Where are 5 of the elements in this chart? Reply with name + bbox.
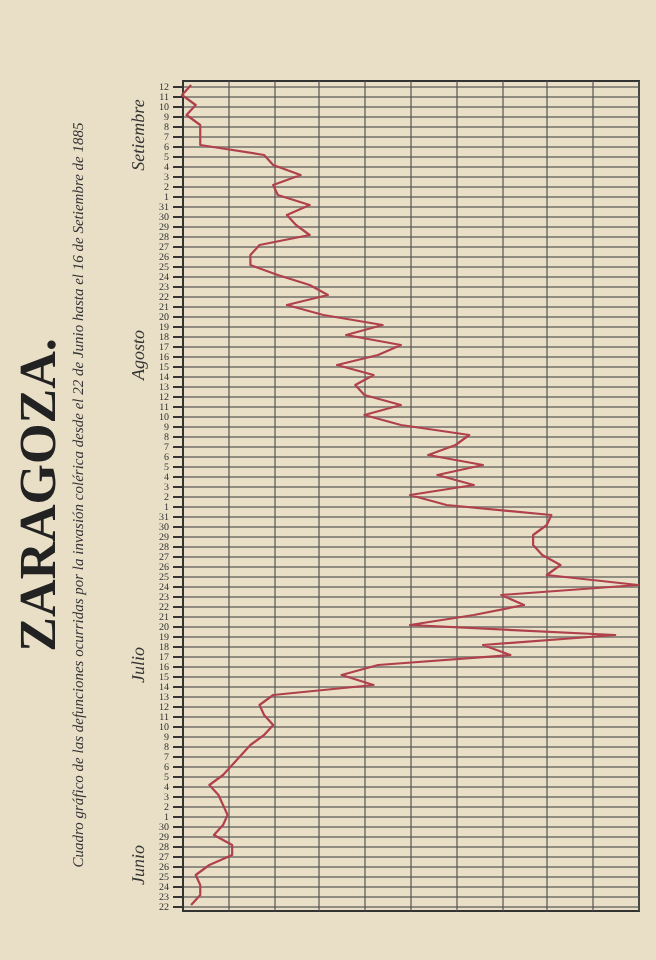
text: Setiembre [128, 99, 148, 171]
text: Julio [128, 646, 148, 683]
text: Junio [128, 844, 148, 885]
text: ZARAGOZA. [9, 338, 67, 652]
text: Agosto [128, 329, 148, 383]
